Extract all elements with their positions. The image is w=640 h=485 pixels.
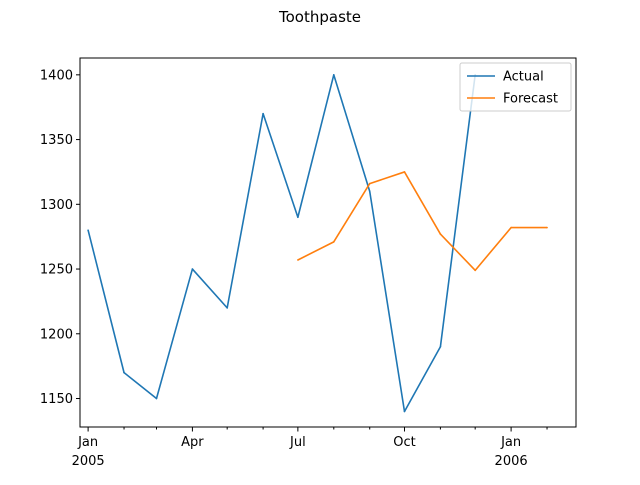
data-point-forecast bbox=[474, 269, 476, 272]
legend: Actual Forecast bbox=[459, 62, 572, 112]
data-point-actual bbox=[262, 112, 264, 115]
y-tick-label: 1400 bbox=[40, 68, 73, 83]
y-tick-label: 1350 bbox=[40, 133, 73, 148]
legend-box bbox=[459, 62, 572, 112]
x-tick-label: Jan bbox=[77, 435, 98, 450]
data-point-actual bbox=[191, 268, 194, 270]
x-tick-label: Oct bbox=[393, 435, 415, 450]
x-tick-label: Jan bbox=[500, 435, 521, 450]
x-axis: Jan 2005 Apr Jul Oct Jan 2006 bbox=[72, 427, 548, 469]
data-point-actual bbox=[332, 74, 335, 76]
data-point-actual bbox=[439, 345, 442, 348]
plot-area-frame bbox=[79, 57, 577, 428]
data-point-actual bbox=[123, 371, 125, 374]
series-layer bbox=[87, 74, 548, 413]
x-tick-label: Jul bbox=[289, 435, 306, 450]
series-line-actual bbox=[87, 74, 476, 413]
y-tick-label: 1150 bbox=[40, 392, 73, 407]
x-tick-year-label: 2006 bbox=[495, 454, 528, 469]
legend-label-forecast: Forecast bbox=[503, 92, 558, 107]
data-point-forecast bbox=[546, 226, 548, 229]
series-line-forecast bbox=[297, 171, 548, 272]
data-point-actual bbox=[368, 190, 371, 193]
data-point-forecast bbox=[403, 171, 406, 173]
data-point-actual bbox=[226, 307, 228, 309]
data-point-forecast bbox=[439, 233, 442, 235]
y-axis: 1150 1200 1250 1300 1350 1400 bbox=[40, 68, 80, 407]
data-point-actual bbox=[155, 397, 158, 400]
data-point-actual bbox=[297, 216, 299, 219]
chart-title: Toothpaste bbox=[278, 8, 361, 26]
data-point-forecast bbox=[332, 241, 335, 243]
data-point-actual bbox=[403, 410, 406, 413]
y-tick-label: 1250 bbox=[40, 263, 73, 278]
y-tick-label: 1200 bbox=[40, 327, 73, 342]
x-tick-year-label: 2005 bbox=[72, 454, 105, 469]
data-point-actual bbox=[87, 229, 89, 231]
y-tick-label: 1300 bbox=[40, 198, 73, 213]
data-point-forecast bbox=[368, 182, 371, 185]
legend-label-actual: Actual bbox=[503, 70, 544, 85]
data-point-forecast bbox=[510, 226, 512, 229]
x-tick-label: Apr bbox=[181, 435, 204, 450]
data-point-forecast bbox=[297, 259, 299, 261]
